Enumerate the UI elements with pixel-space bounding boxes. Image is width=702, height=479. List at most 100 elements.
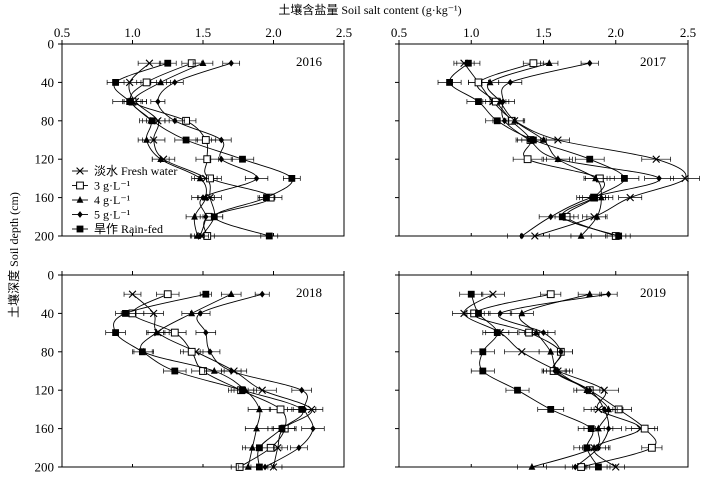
series-line — [487, 62, 602, 237]
series-diamond — [150, 59, 269, 240]
data-point — [218, 136, 225, 144]
series-triangle — [133, 290, 272, 470]
data-point — [583, 444, 591, 452]
y-tick-label: 200 — [35, 460, 55, 475]
data-point — [479, 367, 487, 375]
legend-label: 旱作 Rain-fed — [94, 222, 163, 236]
data-point — [112, 79, 119, 86]
data-point — [310, 425, 316, 432]
data-point — [493, 117, 501, 125]
panel-year-label: 2018 — [296, 285, 322, 300]
data-point — [298, 386, 305, 394]
series-line — [463, 293, 641, 468]
data-point — [157, 78, 165, 86]
data-point — [138, 348, 146, 356]
data-point — [590, 194, 598, 201]
data-point — [143, 136, 150, 143]
legend-marker — [77, 211, 83, 218]
data-point — [507, 79, 513, 86]
data-point — [545, 59, 553, 66]
panel-2016: 0.5 1.0 1.5 2.0 2.5 0 40 80 120 160 200 2016 淡水 Fres… — [35, 25, 353, 244]
data-point — [558, 348, 564, 356]
data-point — [529, 59, 538, 68]
data-point — [595, 463, 602, 471]
data-point — [467, 290, 475, 298]
y-tick-label: 160 — [35, 421, 55, 436]
data-point — [253, 175, 260, 182]
legend-marker — [76, 167, 84, 175]
data-point — [577, 232, 585, 239]
series-triangle — [481, 59, 614, 239]
data-point — [587, 59, 593, 67]
data-point — [126, 98, 134, 105]
data-point — [514, 386, 521, 394]
y-axis-title: 土壤深度 Soil depth (cm) — [6, 192, 21, 318]
x-tick-label: 0.5 — [391, 25, 407, 40]
x-tick-label: 2.0 — [265, 25, 281, 40]
data-point — [518, 348, 526, 356]
figure-title: 土壤含盐量 Soil salt content (g·kg⁻¹) — [278, 2, 461, 17]
series-line — [128, 62, 216, 237]
series-square — [459, 290, 611, 471]
data-point — [210, 213, 218, 221]
y-tick-label: 120 — [35, 152, 55, 167]
series-square-open — [463, 290, 663, 471]
data-point — [203, 329, 209, 336]
data-point — [593, 212, 601, 220]
series-line — [113, 62, 293, 237]
series-x — [453, 59, 700, 240]
data-point — [202, 290, 210, 298]
data-point — [228, 367, 234, 375]
y-tick-label: 40 — [41, 306, 54, 321]
data-point — [157, 155, 165, 162]
data-point — [497, 310, 503, 317]
series-line — [140, 293, 261, 468]
series-triangle — [509, 290, 624, 470]
data-point — [572, 463, 579, 471]
data-point — [239, 155, 246, 163]
panel-2019: 2019 — [395, 271, 689, 471]
y-tick-label: 80 — [41, 344, 54, 359]
data-point — [446, 79, 453, 86]
data-point — [218, 155, 225, 163]
data-point — [248, 443, 256, 451]
data-point — [258, 386, 267, 394]
data-point — [298, 406, 306, 413]
series-line — [476, 62, 616, 237]
data-point — [605, 290, 612, 298]
data-point — [172, 117, 178, 125]
series-line — [470, 294, 599, 468]
data-point — [122, 310, 129, 317]
data-point — [125, 78, 134, 87]
data-point — [600, 386, 608, 394]
series-diamond — [491, 59, 674, 240]
data-point — [590, 443, 598, 451]
data-point — [145, 59, 154, 67]
data-point — [601, 406, 607, 413]
data-point — [529, 136, 537, 144]
data-point — [253, 424, 260, 432]
data-point — [611, 463, 620, 471]
data-point — [681, 174, 689, 183]
data-point — [587, 386, 593, 394]
data-point — [278, 425, 286, 432]
data-point — [182, 136, 190, 144]
data-point — [518, 309, 526, 317]
data-point — [475, 310, 482, 317]
x-tick-label: 2.5 — [680, 25, 696, 40]
data-point — [155, 98, 161, 105]
data-point — [228, 59, 234, 67]
panel-2017: 0.5 1.0 1.5 2.0 2.5 2017 — [391, 25, 700, 240]
x-tick-label: 1.5 — [535, 25, 551, 40]
data-point — [656, 175, 662, 182]
data-point — [475, 98, 482, 105]
legend-marker — [76, 181, 84, 190]
panel-year-label: 2019 — [640, 285, 666, 300]
data-point — [276, 405, 285, 414]
data-point — [187, 347, 196, 356]
data-point — [263, 194, 270, 201]
legend-marker — [76, 225, 84, 233]
legend-label: 4 g·L⁻¹ — [94, 193, 131, 207]
